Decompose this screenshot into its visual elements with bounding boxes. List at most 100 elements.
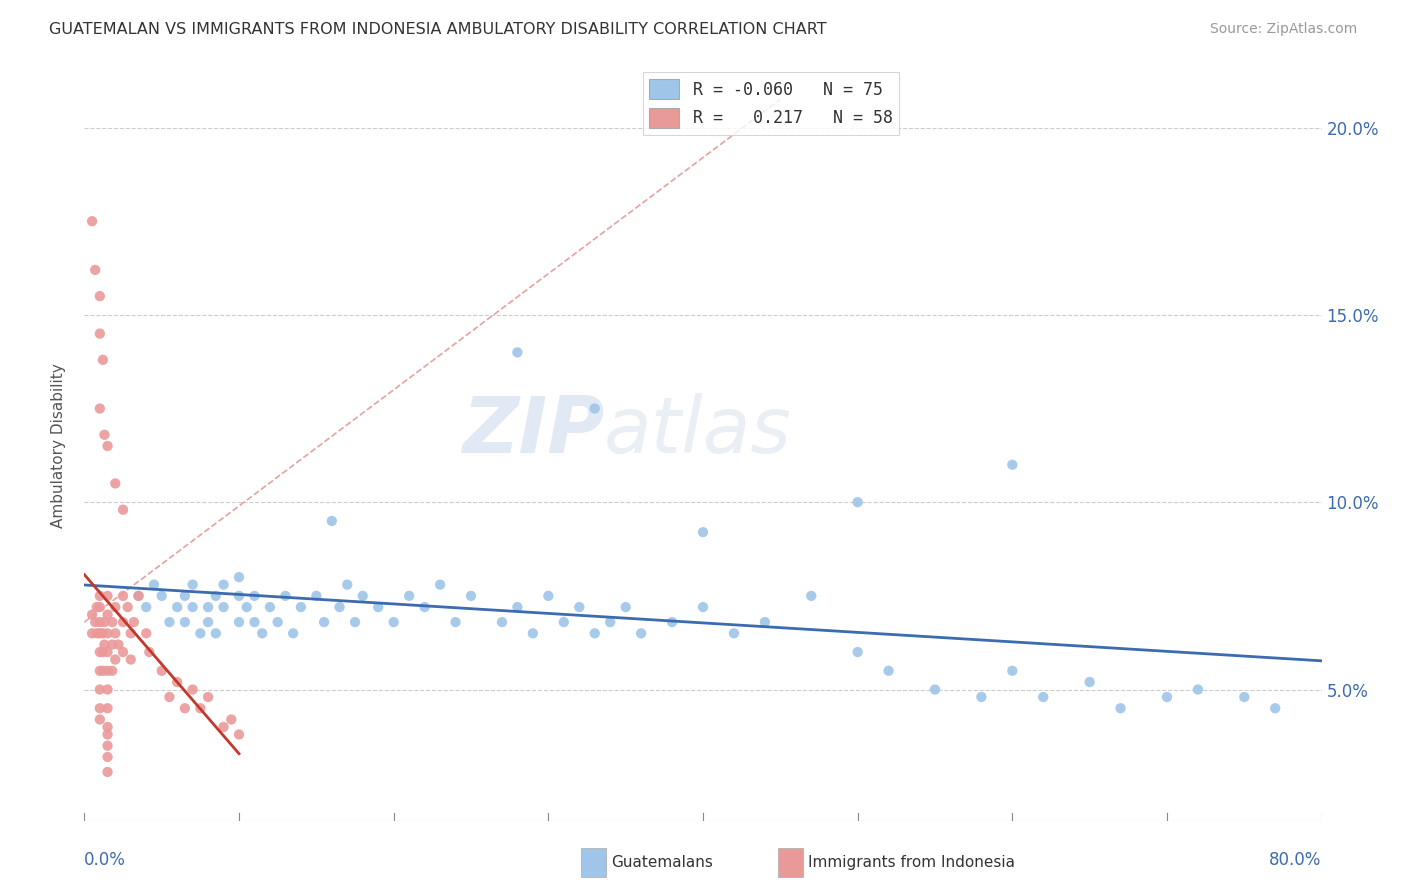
Point xyxy=(89,664,111,678)
Point xyxy=(491,615,513,629)
Point xyxy=(1187,682,1209,697)
Point xyxy=(205,589,228,603)
Point xyxy=(522,626,544,640)
Point xyxy=(112,589,135,603)
Point xyxy=(174,615,197,629)
Point xyxy=(120,626,142,640)
Point xyxy=(537,589,560,603)
Point xyxy=(89,289,111,303)
Point xyxy=(96,739,118,753)
Point xyxy=(553,615,575,629)
Point xyxy=(367,600,389,615)
Point xyxy=(174,589,197,603)
Text: 0.0%: 0.0% xyxy=(84,851,127,869)
Point xyxy=(82,214,104,228)
Point xyxy=(1032,690,1054,704)
Point xyxy=(89,615,111,629)
Point xyxy=(692,525,714,540)
Point xyxy=(630,626,652,640)
Point xyxy=(429,577,451,591)
Text: ZIP: ZIP xyxy=(461,393,605,469)
Point xyxy=(89,645,111,659)
Point xyxy=(135,600,157,615)
Point xyxy=(135,626,157,640)
Point xyxy=(343,615,366,629)
Point xyxy=(96,750,118,764)
Point xyxy=(188,701,211,715)
Point xyxy=(93,615,115,629)
Point xyxy=(96,701,118,715)
Point xyxy=(235,600,259,615)
Text: Guatemalans: Guatemalans xyxy=(612,855,713,870)
Point xyxy=(614,600,637,615)
Point xyxy=(181,682,204,697)
Point xyxy=(506,600,529,615)
Point xyxy=(82,607,104,622)
Point xyxy=(205,626,228,640)
Point xyxy=(96,764,118,779)
Point xyxy=(243,615,266,629)
Y-axis label: Ambulatory Disability: Ambulatory Disability xyxy=(51,364,66,528)
Point xyxy=(166,600,188,615)
Point xyxy=(86,626,108,640)
Point xyxy=(174,701,197,715)
Legend: R = -0.060   N = 75, R =   0.217   N = 58: R = -0.060 N = 75, R = 0.217 N = 58 xyxy=(643,72,900,135)
Point xyxy=(127,589,149,603)
Point xyxy=(89,401,111,416)
Point xyxy=(107,638,129,652)
Point xyxy=(382,615,405,629)
Point xyxy=(101,664,124,678)
Point xyxy=(138,645,160,659)
Point xyxy=(1264,701,1286,715)
Point xyxy=(1078,675,1101,690)
Point xyxy=(166,675,188,690)
Point xyxy=(212,600,235,615)
Point xyxy=(352,589,374,603)
Point xyxy=(159,615,180,629)
Point xyxy=(89,326,111,341)
Point xyxy=(89,589,111,603)
Point xyxy=(112,615,135,629)
Point xyxy=(281,626,305,640)
Point xyxy=(290,600,312,615)
Point xyxy=(96,607,118,622)
Point xyxy=(82,626,104,640)
Point xyxy=(228,589,250,603)
Point xyxy=(250,626,273,640)
Point xyxy=(692,600,714,615)
Point xyxy=(754,615,776,629)
Point xyxy=(89,682,111,697)
Point xyxy=(86,600,108,615)
Point xyxy=(1001,664,1024,678)
Point xyxy=(112,502,135,516)
Point xyxy=(89,713,111,727)
Point xyxy=(122,615,145,629)
Point xyxy=(970,690,993,704)
Point xyxy=(89,626,111,640)
Point xyxy=(583,626,606,640)
Point xyxy=(460,589,482,603)
Point xyxy=(259,600,281,615)
Point xyxy=(84,615,107,629)
Point xyxy=(506,345,529,359)
Point xyxy=(228,570,250,584)
Point xyxy=(444,615,467,629)
Point xyxy=(96,589,118,603)
Point xyxy=(846,495,869,509)
Point xyxy=(212,577,235,591)
Point xyxy=(197,615,219,629)
Point xyxy=(800,589,823,603)
Point xyxy=(1233,690,1256,704)
Text: 80.0%: 80.0% xyxy=(1270,851,1322,869)
Point xyxy=(328,600,352,615)
Point xyxy=(181,577,204,591)
Text: Immigrants from Indonesia: Immigrants from Indonesia xyxy=(808,855,1015,870)
Point xyxy=(91,352,114,367)
Point xyxy=(212,720,235,734)
Point xyxy=(197,600,219,615)
Point xyxy=(143,577,166,591)
Point xyxy=(188,626,211,640)
Point xyxy=(583,401,606,416)
Point xyxy=(312,615,335,629)
Point xyxy=(89,600,111,615)
